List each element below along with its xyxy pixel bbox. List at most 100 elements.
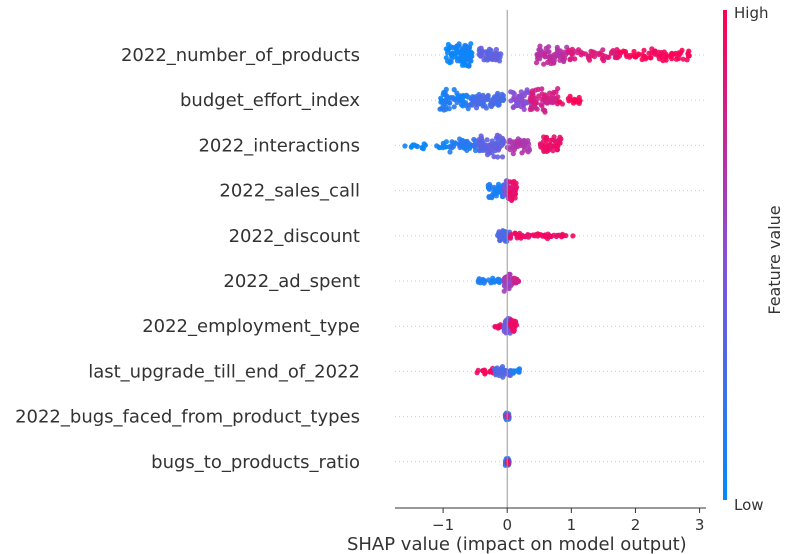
shap-point xyxy=(547,142,553,148)
shap-point xyxy=(515,101,522,107)
shap-point xyxy=(484,95,490,101)
shap-point xyxy=(464,56,470,62)
shap-point xyxy=(543,95,549,101)
shap-point xyxy=(510,104,516,111)
shap-point xyxy=(488,47,494,54)
shap-point xyxy=(440,143,446,149)
shap-point xyxy=(413,143,419,149)
shap-point xyxy=(451,87,457,93)
shap-point xyxy=(478,53,484,59)
shap-point xyxy=(543,134,550,140)
shap-point xyxy=(444,50,451,56)
shap-point xyxy=(620,48,627,54)
shap-point xyxy=(459,50,465,56)
shap-point xyxy=(457,56,463,62)
shap-point xyxy=(542,50,548,57)
shap-point xyxy=(544,100,550,106)
shap-point xyxy=(546,44,552,50)
shap-point xyxy=(452,44,459,51)
shap-point xyxy=(647,55,653,61)
shap-point xyxy=(500,230,506,236)
feature-label: 2022_ad_spent xyxy=(223,271,360,292)
shap-point xyxy=(660,57,666,64)
shap-point xyxy=(551,232,557,238)
shap-point xyxy=(493,370,499,376)
shap-point xyxy=(460,138,466,144)
shap-point xyxy=(539,86,545,92)
shap-point xyxy=(534,106,540,112)
shap-point xyxy=(476,143,482,149)
shap-point xyxy=(499,154,506,160)
shap-point xyxy=(451,104,457,110)
shap-point xyxy=(469,102,475,108)
feature-label: 2022_sales_call xyxy=(219,181,360,202)
feature-label: budget_effort_index xyxy=(180,90,360,111)
x-tick-label: 0 xyxy=(502,516,512,534)
shap-point xyxy=(616,49,623,55)
shap-point xyxy=(557,99,563,105)
shap-point xyxy=(455,93,461,99)
shap-point xyxy=(562,56,568,62)
shap-point xyxy=(496,133,503,139)
feature-label: 2022_number_of_products xyxy=(121,45,360,66)
shap-point xyxy=(680,56,686,62)
shap-point xyxy=(533,232,539,238)
x-tick-label: 1 xyxy=(567,516,577,534)
shap-point xyxy=(496,277,502,283)
shap-point xyxy=(466,141,472,147)
shap-point xyxy=(511,185,517,191)
x-tick-label: 2 xyxy=(631,516,641,534)
shap-point xyxy=(493,324,499,330)
shap-point xyxy=(462,62,468,68)
shap-point xyxy=(495,90,501,96)
shap-point xyxy=(541,61,547,67)
shap-point xyxy=(551,60,557,66)
shap-point xyxy=(521,137,527,144)
shap-point xyxy=(506,185,513,191)
shap-point xyxy=(481,145,487,151)
shap-point xyxy=(484,50,490,56)
colorbar-title: Feature value xyxy=(765,205,784,314)
shap-point xyxy=(578,52,584,58)
feature-label: last_upgrade_till_end_of_2022 xyxy=(88,361,360,382)
shap-point xyxy=(480,368,486,374)
shap-point xyxy=(518,235,524,241)
shap-point xyxy=(521,106,527,112)
shap-point xyxy=(661,49,667,55)
shap-point xyxy=(555,49,562,55)
x-axis-label: SHAP value (impact on model output) xyxy=(347,534,687,554)
shap-point xyxy=(487,148,493,154)
shap-point xyxy=(501,288,507,294)
feature-label: 2022_discount xyxy=(229,226,360,247)
shap-points xyxy=(402,41,692,468)
shap-point xyxy=(500,139,506,145)
shap-point xyxy=(521,147,528,153)
shap-point xyxy=(446,95,452,101)
shap-point xyxy=(510,144,517,150)
shap-point xyxy=(441,107,447,113)
shap-point xyxy=(446,106,452,112)
shap-point xyxy=(542,145,548,151)
shap-point xyxy=(624,53,630,60)
shap-point xyxy=(462,43,468,49)
shap-point xyxy=(522,90,528,96)
shap-point xyxy=(494,188,500,194)
shap-point xyxy=(608,50,615,56)
shap-point xyxy=(512,230,518,236)
shap-point xyxy=(495,102,501,108)
shap-point xyxy=(447,149,453,155)
shap-point xyxy=(678,50,684,56)
shap-point xyxy=(570,233,576,239)
shap-point xyxy=(450,141,456,147)
shap-point xyxy=(477,147,483,153)
feature-label: 2022_bugs_faced_from_product_types xyxy=(15,407,360,428)
colorbar: High Low Feature value xyxy=(723,4,784,514)
shap-point xyxy=(510,89,516,96)
shap-point xyxy=(477,94,483,100)
shap-point xyxy=(656,49,662,55)
shap-point xyxy=(588,53,594,59)
shap-point xyxy=(486,185,492,191)
shap-point xyxy=(635,52,641,58)
shap-point xyxy=(533,60,540,66)
